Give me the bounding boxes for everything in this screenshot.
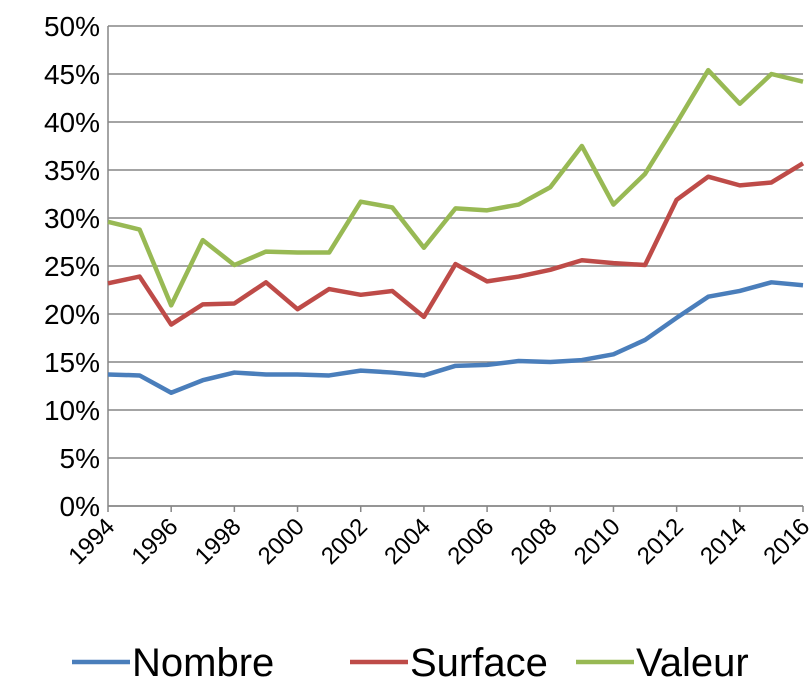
legend-item: Nombre	[72, 641, 274, 680]
legend-item: Surface	[350, 641, 548, 680]
data-line	[107, 161, 805, 327]
x-tick-label: 2006	[442, 513, 499, 570]
legend-label: Valeur	[636, 641, 749, 680]
x-tick-label: 2000	[253, 513, 310, 570]
y-tick-label: 25%	[44, 251, 100, 282]
y-tick-label: 15%	[44, 347, 100, 378]
data-line	[107, 67, 804, 308]
data-line	[107, 280, 804, 395]
x-tick-label: 2004	[379, 513, 436, 570]
x-tick-label: 2014	[695, 513, 752, 570]
y-tick-label: 30%	[44, 203, 100, 234]
y-tick-label: 50%	[44, 11, 100, 42]
x-tick-label: 2012	[632, 513, 689, 570]
y-tick-label: 35%	[44, 155, 100, 186]
y-tick-label: 40%	[44, 107, 100, 138]
x-tick-label: 2016	[758, 513, 810, 570]
y-tick-label: 20%	[44, 299, 100, 330]
legend-item: Valeur	[576, 641, 749, 680]
x-tick-label: 2002	[316, 513, 373, 570]
y-tick-label: 5%	[60, 443, 100, 474]
x-tick-label: 2008	[506, 513, 563, 570]
x-tick-label: 1996	[127, 513, 184, 570]
legend-label: Surface	[410, 641, 548, 680]
x-tick-label: 1998	[190, 513, 247, 570]
y-tick-label: 45%	[44, 59, 100, 90]
legend-label: Nombre	[132, 641, 274, 680]
y-tick-label: 10%	[44, 395, 100, 426]
x-tick-label: 2010	[569, 513, 626, 570]
y-tick-label: 0%	[60, 491, 100, 522]
